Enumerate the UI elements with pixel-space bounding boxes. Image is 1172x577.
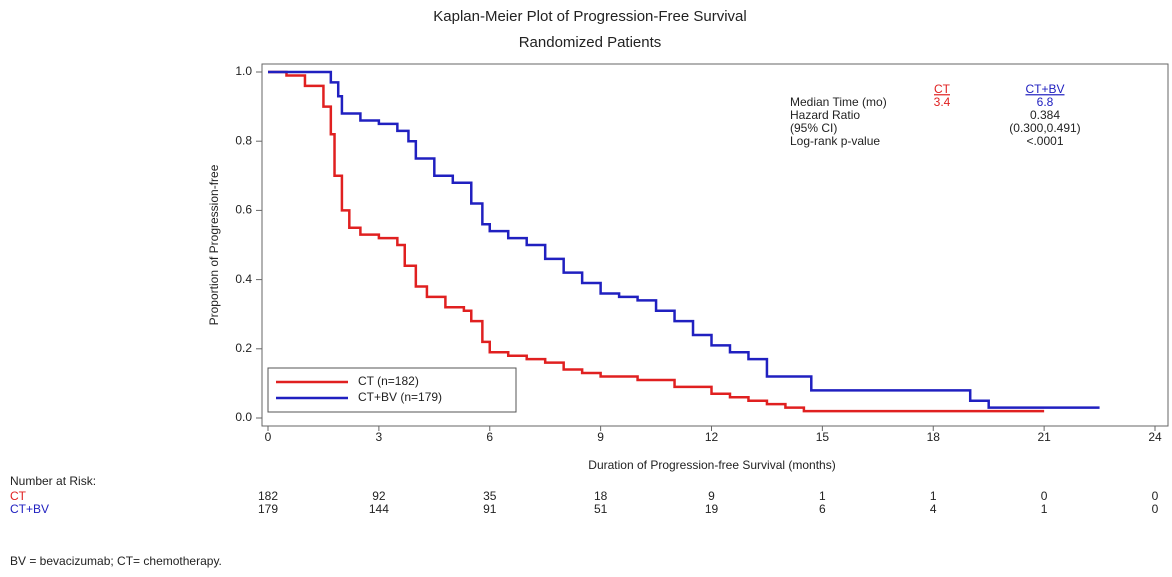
stats-label: Hazard Ratio — [790, 108, 860, 122]
x-tick-label: 3 — [376, 430, 383, 444]
y-tick-label: 0.4 — [235, 272, 252, 286]
risk-count: 51 — [594, 502, 608, 516]
chart-subtitle: Randomized Patients — [519, 34, 662, 51]
risk-count: 0 — [1152, 489, 1159, 503]
risk-title: Number at Risk: — [10, 474, 96, 488]
stats-label: Median Time (mo) — [790, 95, 887, 109]
y-tick-label: 0.0 — [235, 410, 252, 424]
risk-count: 6 — [819, 502, 826, 516]
risk-count: 1 — [819, 489, 826, 503]
risk-count: 35 — [483, 489, 497, 503]
x-tick-label: 18 — [927, 430, 941, 444]
y-axis-label: Proportion of Progression-free — [207, 164, 221, 325]
risk-count: 4 — [930, 502, 937, 516]
x-tick-label: 15 — [816, 430, 830, 444]
risk-count: 0 — [1152, 502, 1159, 516]
x-tick-label: 6 — [486, 430, 493, 444]
stats-value: 3.4 — [934, 95, 951, 109]
legend-box — [267, 367, 517, 413]
x-tick-label: 0 — [265, 430, 272, 444]
y-tick-label: 0.6 — [235, 203, 252, 217]
risk-count: 1 — [930, 489, 937, 503]
risk-count: 182 — [258, 489, 278, 503]
risk-count: 92 — [372, 489, 386, 503]
stats-value: 0.384 — [1030, 108, 1060, 122]
risk-count: 0 — [1041, 489, 1048, 503]
y-tick-label: 0.8 — [235, 133, 252, 147]
stats-label: Log-rank p-value — [790, 134, 880, 148]
x-tick-label: 12 — [705, 430, 719, 444]
stats-value: (0.300,0.491) — [1009, 121, 1080, 135]
risk-count: 19 — [705, 502, 719, 516]
risk-count: 18 — [594, 489, 608, 503]
risk-row-name: CT — [10, 489, 27, 503]
risk-count: 1 — [1041, 502, 1048, 516]
risk-count: 9 — [708, 489, 715, 503]
legend-label: CT (n=182) — [358, 374, 419, 388]
x-tick-label: 24 — [1148, 430, 1162, 444]
y-tick-label: 1.0 — [235, 64, 252, 78]
survival-curve — [268, 70, 1100, 409]
risk-count: 144 — [369, 502, 389, 516]
x-tick-label: 9 — [597, 430, 604, 444]
legend-label: CT+BV (n=179) — [358, 390, 442, 404]
footnote: BV = bevacizumab; CT= chemotherapy. — [10, 554, 222, 568]
stats-header: CT+BV — [1025, 82, 1064, 96]
chart-title: Kaplan-Meier Plot of Progression-Free Su… — [433, 8, 746, 25]
y-tick-label: 0.2 — [235, 341, 252, 355]
risk-count: 179 — [258, 502, 278, 516]
plot-frame — [261, 63, 1169, 427]
x-axis-label: Duration of Progression-free Survival (m… — [588, 458, 835, 472]
risk-row-name: CT+BV — [10, 502, 49, 516]
survival-curve — [268, 70, 1045, 413]
stats-label: (95% CI) — [790, 121, 837, 135]
stats-value: <.0001 — [1026, 134, 1063, 148]
stats-value: 6.8 — [1037, 95, 1054, 109]
stats-header: CT — [934, 82, 951, 96]
risk-count: 91 — [483, 502, 497, 516]
x-tick-label: 21 — [1037, 430, 1051, 444]
